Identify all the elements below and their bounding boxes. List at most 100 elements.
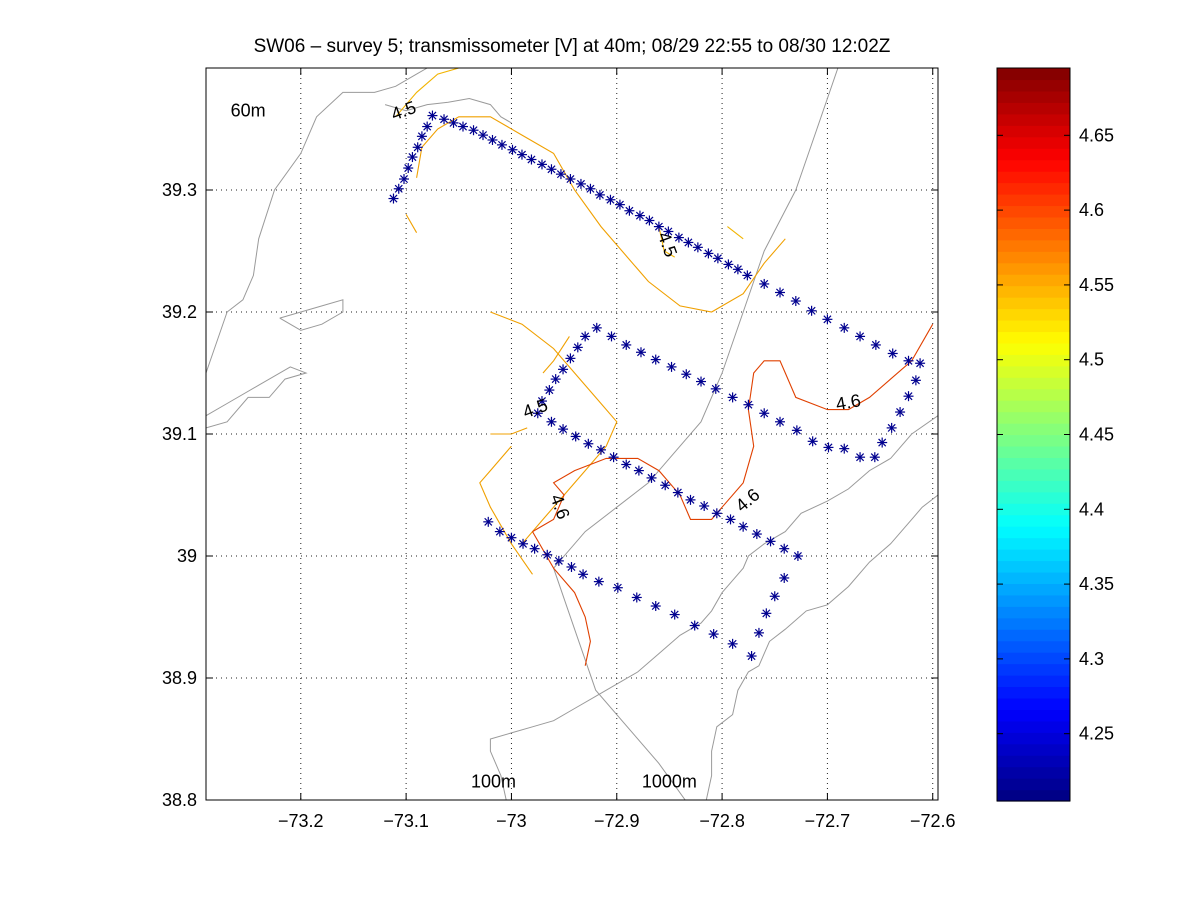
colorbar-band	[997, 102, 1070, 115]
colorbar-band	[997, 297, 1070, 310]
colorbar-band	[997, 480, 1070, 493]
station-marker	[710, 383, 721, 394]
station-marker	[487, 134, 498, 145]
station-marker	[570, 431, 581, 442]
colorbar-band	[997, 491, 1070, 504]
station-marker	[761, 608, 772, 619]
colorbar-band	[997, 308, 1070, 321]
y-tick-label: 39	[177, 546, 197, 566]
station-marker	[869, 452, 880, 463]
colorbar-band	[997, 216, 1070, 229]
station-marker	[732, 264, 743, 275]
station-marker	[594, 189, 605, 200]
station-marker	[807, 436, 818, 447]
colorbar-tick-label: 4.5	[1079, 350, 1104, 370]
colorbar-band	[997, 743, 1070, 756]
station-marker	[751, 529, 762, 540]
x-tick-label: −73.1	[383, 811, 429, 831]
station-marker	[606, 331, 617, 342]
station-marker	[635, 347, 646, 358]
colorbar-band	[997, 434, 1070, 447]
isobath-line	[206, 366, 308, 429]
station-marker	[634, 210, 645, 221]
station-markers	[388, 110, 926, 662]
colorbar-band	[997, 354, 1070, 367]
station-marker	[536, 396, 547, 407]
colorbar-band	[997, 514, 1070, 527]
y-tick-label: 38.9	[162, 668, 197, 688]
colorbar-band	[997, 148, 1070, 161]
colorbar-band	[997, 537, 1070, 550]
station-marker	[558, 424, 569, 435]
station-marker	[407, 152, 418, 163]
station-marker	[621, 459, 632, 470]
x-tick-label: −72.8	[699, 811, 745, 831]
station-marker	[457, 121, 468, 132]
colorbar-band	[997, 445, 1070, 458]
y-tick-label: 39.1	[162, 424, 197, 444]
isobath-line	[705, 494, 938, 800]
colorbar-band	[997, 468, 1070, 481]
colorbar-band	[997, 606, 1070, 619]
station-marker	[532, 408, 543, 419]
station-marker	[759, 278, 770, 289]
station-marker	[660, 480, 671, 491]
colorbar-band	[997, 79, 1070, 92]
station-marker	[903, 355, 914, 366]
colorbar-band	[997, 560, 1070, 573]
colorbar-tick-label: 4.55	[1079, 275, 1114, 295]
station-marker	[412, 142, 423, 153]
contour-line	[490, 427, 528, 435]
station-marker	[608, 452, 619, 463]
station-marker	[591, 322, 602, 333]
station-marker	[494, 526, 505, 537]
station-marker	[393, 183, 404, 194]
contour-line	[395, 68, 459, 118]
station-marker	[886, 422, 897, 433]
station-marker	[558, 364, 569, 375]
y-tick-label: 38.8	[162, 790, 197, 810]
colorbar-band	[997, 113, 1070, 126]
colorbar-tick-label: 4.45	[1079, 425, 1114, 445]
station-marker	[468, 125, 479, 136]
station-marker	[555, 169, 566, 180]
x-tick-label: −72.7	[805, 811, 851, 831]
station-marker	[699, 500, 710, 511]
isobath-lines	[206, 68, 938, 800]
station-marker	[769, 591, 780, 602]
colorbar-band	[997, 68, 1070, 81]
station-marker	[580, 331, 591, 342]
colorbar-band	[997, 720, 1070, 733]
x-tick-label: −72.6	[910, 811, 956, 831]
colorbar-band	[997, 652, 1070, 665]
station-marker	[544, 385, 555, 396]
contour-line	[479, 445, 533, 575]
contour-line	[532, 323, 934, 533]
station-marker	[427, 110, 438, 121]
colorbar-band	[997, 709, 1070, 722]
station-marker	[478, 130, 489, 141]
y-tick-label: 39.2	[162, 302, 197, 322]
colorbar-band	[997, 331, 1070, 344]
colorbar-band	[997, 319, 1070, 333]
station-marker	[546, 416, 557, 427]
station-marker	[779, 572, 790, 583]
colorbar-band	[997, 629, 1070, 642]
station-marker	[742, 270, 753, 281]
x-axis-ticks: −73.2 −73.1 −73 −72.9 −72.8 −72.7 −72.6	[278, 68, 956, 831]
isobath-line	[489, 415, 938, 800]
isobath-label: 100m	[471, 772, 516, 792]
station-marker	[614, 199, 625, 210]
station-marker	[669, 609, 680, 620]
chart-title: SW06 – survey 5; transmissometer [V] at …	[254, 36, 891, 57]
station-marker	[790, 296, 801, 307]
station-marker	[775, 287, 786, 298]
colorbar-band	[997, 789, 1070, 802]
station-marker	[663, 226, 674, 237]
colorbar-band	[997, 365, 1070, 378]
transmissometer-contours	[395, 68, 934, 666]
station-marker	[759, 408, 770, 419]
station-marker	[839, 322, 850, 333]
station-marker	[572, 342, 583, 353]
